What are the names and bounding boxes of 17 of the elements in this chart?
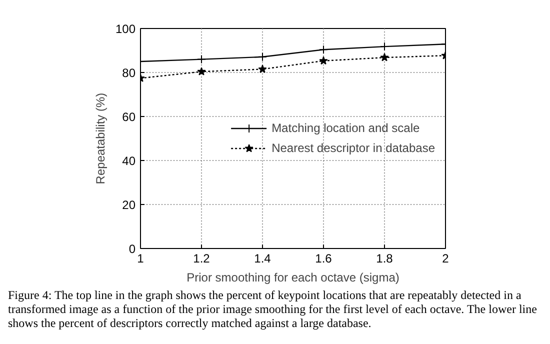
x-tick-label: 1.8 bbox=[376, 252, 394, 266]
x-tick-label: 2 bbox=[442, 252, 450, 266]
legend-label: Matching location and scale bbox=[272, 121, 420, 135]
x-tick-label: 1.4 bbox=[254, 252, 272, 266]
y-axis-title: Repeatability (%) bbox=[93, 92, 108, 184]
y-tick-label: 60 bbox=[122, 110, 136, 124]
y-tick-label: 40 bbox=[122, 154, 136, 168]
y-tick-label: 0 bbox=[128, 242, 136, 256]
caption: Figure 4: The top line in the graph shows the percent of keypoint locations that are repeatably detected in a transformed image as a function of the prior image smoothing for the first level of each octave. The lower line shows the percent of descriptors correctly matched against a large database. bbox=[8, 288, 538, 330]
x-axis-title: Prior smoothing for each octave (sigma) bbox=[186, 270, 400, 284]
x-tick-label: 1 bbox=[137, 252, 144, 266]
x-tick-label: 1.2 bbox=[193, 252, 210, 266]
legend-label: Nearest descriptor in database bbox=[272, 141, 435, 155]
x-tick-label: 1.6 bbox=[315, 252, 332, 266]
y-tick-label: 80 bbox=[122, 66, 136, 80]
y-tick-label: 20 bbox=[122, 198, 136, 212]
y-tick-label: 100 bbox=[115, 22, 136, 36]
